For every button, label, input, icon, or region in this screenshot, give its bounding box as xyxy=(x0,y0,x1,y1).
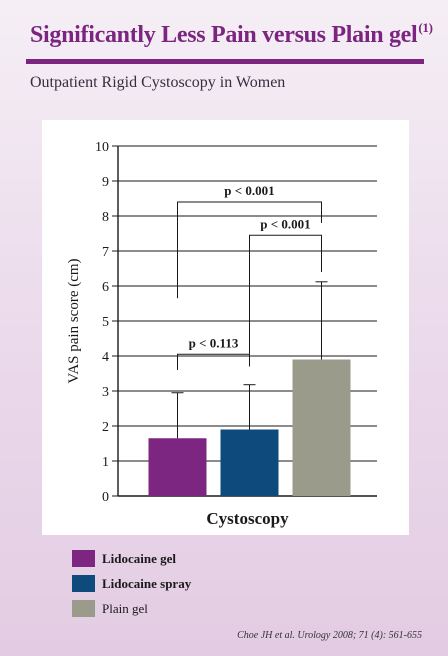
y-tick-label: 8 xyxy=(102,210,109,225)
y-tick-label: 3 xyxy=(102,385,109,400)
chart-panel: 0 1 2 3 4 5 6 7 8 9 10 p < 0.113 p < 0.001 p < 0.001 C… xyxy=(42,120,409,535)
y-tick-label: 1 xyxy=(102,455,109,470)
y-tick-label: 5 xyxy=(102,315,109,330)
citation: Choe JH et al. Urology 2008; 71 (4): 561… xyxy=(237,630,422,641)
legend-label: Lidocaine spray xyxy=(102,576,192,591)
legend-label: Lidocaine gel xyxy=(102,551,177,566)
legend-label: Plain gel xyxy=(102,601,148,616)
bar-lidocaine-spray xyxy=(220,429,279,496)
bar-plain-gel xyxy=(292,359,351,496)
significance-label: p < 0.001 xyxy=(224,183,274,198)
y-tick-label: 2 xyxy=(102,420,109,435)
significance-bracket xyxy=(177,353,250,370)
bar-chart: 0 1 2 3 4 5 6 7 8 9 10 p < 0.113 p < 0.001 p < 0.001 C… xyxy=(66,140,377,528)
title-divider xyxy=(26,59,424,64)
significance-label: p < 0.113 xyxy=(189,335,239,350)
significance-label: p < 0.001 xyxy=(260,216,310,231)
legend-swatch xyxy=(72,600,95,617)
title-text: Significantly Less Pain versus Plain gel xyxy=(30,22,418,48)
y-tick-label: 9 xyxy=(102,175,109,190)
significance-bracket xyxy=(177,201,322,299)
significance-bracket xyxy=(249,234,322,356)
bar-lidocaine-gel xyxy=(148,438,207,496)
legend-swatch xyxy=(72,575,95,592)
page-title: Significantly Less Pain versus Plain gel… xyxy=(30,20,440,49)
chart-subtitle: Outpatient Rigid Cystoscopy in Women xyxy=(30,74,286,91)
y-tick-label: 6 xyxy=(102,280,109,295)
y-tick-label: 0 xyxy=(102,490,109,505)
y-axis-label: VAS pain score (cm) xyxy=(66,258,82,383)
y-tick-label: 4 xyxy=(102,350,109,365)
y-tick-label: 10 xyxy=(95,140,109,155)
y-tick-label: 7 xyxy=(102,245,109,260)
legend-swatch xyxy=(72,550,95,567)
x-axis-label: Cystoscopy xyxy=(206,509,289,528)
title-reference: (1) xyxy=(418,20,433,35)
